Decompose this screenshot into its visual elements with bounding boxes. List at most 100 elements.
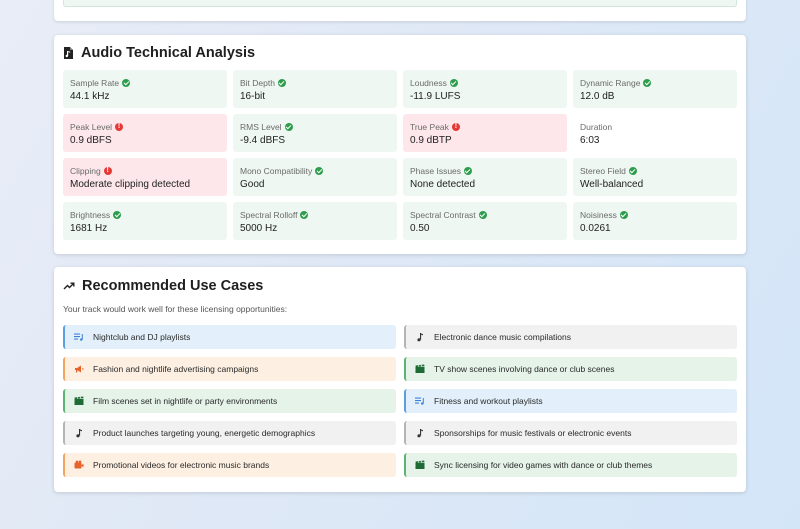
- clapperboard-icon: [415, 460, 425, 469]
- metric-value: 16-bit: [240, 91, 266, 102]
- check-circle-icon: [277, 78, 286, 87]
- metric-clipping: Clipping Moderate clipping detected: [63, 158, 227, 196]
- previous-section-card: [54, 0, 746, 21]
- use-case-item: Electronic dance music compilations: [404, 325, 737, 349]
- metric-value: -9.4 dBFS: [240, 135, 286, 146]
- metric-phase-issues: Phase Issues None detected: [403, 158, 567, 196]
- megaphone-icon: [75, 365, 84, 373]
- metric-peak-level: Peak Level 0.9 dBFS: [63, 114, 227, 152]
- metric-noisiness: Noisiness 0.0261: [573, 202, 737, 240]
- use-case-label: TV show scenes involving dance or club s…: [434, 364, 615, 374]
- metric-value: 0.9 dBFS: [70, 135, 112, 146]
- audio-analysis-title: Audio Technical Analysis: [63, 45, 255, 61]
- metric-value: 1681 Hz: [70, 223, 108, 234]
- metric-label: Bit Depth: [240, 77, 275, 88]
- music-note-icon: [417, 429, 423, 438]
- use-cases-title: Recommended Use Cases: [63, 278, 263, 294]
- video-icon: [74, 460, 84, 469]
- use-cases-title-text: Recommended Use Cases: [82, 278, 264, 294]
- check-circle-icon: [300, 210, 309, 219]
- metric-label: Stereo Field: [580, 165, 626, 176]
- use-case-label: Promotional videos for electronic music …: [93, 460, 270, 470]
- use-cases-subtitle: Your track would work well for these lic…: [63, 304, 288, 314]
- previous-section-panel: [63, 0, 737, 7]
- check-circle-icon: [464, 166, 473, 175]
- use-case-item: Nightclub and DJ playlists: [63, 325, 396, 349]
- metric-label: Mono Compatibility: [240, 165, 313, 176]
- metric-label: Clipping: [70, 165, 101, 176]
- clapperboard-icon: [74, 396, 84, 405]
- metric-value: 44.1 kHz: [70, 91, 110, 102]
- use-case-label: Sync licensing for video games with danc…: [434, 460, 653, 470]
- metric-label: RMS Level: [240, 121, 282, 132]
- error-circle-icon: [451, 122, 460, 132]
- error-circle-icon: [103, 166, 112, 176]
- metric-label: Duration: [580, 121, 613, 132]
- metric-value: Well-balanced: [580, 179, 644, 190]
- use-case-label: Product launches targeting young, energe…: [93, 428, 316, 438]
- playlist-icon: [415, 397, 424, 405]
- check-circle-icon: [478, 210, 487, 219]
- use-case-label: Film scenes set in nightlife or party en…: [93, 396, 278, 406]
- metric-stereo-field: Stereo Field Well-balanced: [573, 158, 737, 196]
- metric-brightness: Brightness 1681 Hz: [63, 202, 227, 240]
- metric-rms-level: RMS Level -9.4 dBFS: [233, 114, 397, 152]
- music-note-icon: [417, 333, 423, 342]
- metric-label: Noisiness: [580, 209, 617, 220]
- error-circle-icon: [115, 122, 124, 132]
- playlist-icon: [74, 333, 83, 341]
- use-case-label: Fashion and nightlife advertising campai…: [93, 364, 259, 374]
- metric-value: 0.9 dBTP: [410, 135, 452, 146]
- trending-up-icon: [63, 282, 75, 290]
- metric-value: Moderate clipping detected: [70, 179, 191, 190]
- metric-mono-compatibility: Mono Compatibility Good: [233, 158, 397, 196]
- use-case-item: Sync licensing for video games with danc…: [404, 453, 737, 477]
- use-case-item: Fitness and workout playlists: [404, 389, 737, 413]
- metric-label: Spectral Rolloff: [240, 209, 298, 220]
- check-circle-icon: [449, 78, 458, 87]
- check-circle-icon: [628, 166, 637, 175]
- use-case-item: Fashion and nightlife advertising campai…: [63, 357, 396, 381]
- metric-value: -11.9 LUFS: [410, 91, 461, 102]
- clapperboard-icon: [415, 364, 425, 373]
- recommended-use-cases-card: Recommended Use Cases Your track would w…: [54, 267, 746, 492]
- music-note-icon: [76, 429, 82, 438]
- use-case-item: Sponsorships for music festivals or elec…: [404, 421, 737, 445]
- use-case-item: TV show scenes involving dance or club s…: [404, 357, 737, 381]
- metric-true-peak: True Peak 0.9 dBTP: [403, 114, 567, 152]
- metric-label: Brightness: [70, 209, 111, 220]
- use-case-label: Sponsorships for music festivals or elec…: [434, 428, 632, 438]
- metric-label: Sample Rate: [70, 77, 120, 88]
- metric-value: None detected: [410, 179, 476, 190]
- check-circle-icon: [619, 210, 628, 219]
- use-case-label: Electronic dance music compilations: [434, 332, 572, 342]
- metric-value: 0.50: [410, 223, 430, 234]
- check-circle-icon: [643, 78, 652, 87]
- metric-spectral-rolloff: Spectral Rolloff 5000 Hz: [233, 202, 397, 240]
- metric-spectral-contrast: Spectral Contrast 0.50: [403, 202, 567, 240]
- use-case-label: Fitness and workout playlists: [434, 396, 543, 406]
- metric-label: True Peak: [410, 121, 449, 132]
- metric-label: Spectral Contrast: [410, 209, 476, 220]
- check-circle-icon: [122, 78, 131, 87]
- document-audio-icon: [64, 47, 73, 59]
- metric-value: 12.0 dB: [580, 91, 615, 102]
- metric-bit-depth: Bit Depth 16-bit: [233, 70, 397, 108]
- use-case-item: Film scenes set in nightlife or party en…: [63, 389, 396, 413]
- metric-value: 0.0261: [580, 223, 611, 234]
- metric-duration: Duration 6:03: [573, 114, 737, 152]
- metric-label: Phase Issues: [410, 165, 462, 176]
- check-circle-icon: [315, 166, 324, 175]
- check-circle-icon: [284, 122, 293, 131]
- metric-loudness: Loudness -11.9 LUFS: [403, 70, 567, 108]
- use-cases-list: Nightclub and DJ playlists Electronic da…: [63, 325, 737, 477]
- metric-dynamic-range: Dynamic Range 12.0 dB: [573, 70, 737, 108]
- metric-value: Good: [240, 179, 265, 190]
- metric-label: Dynamic Range: [580, 77, 641, 88]
- use-case-item: Product launches targeting young, energe…: [63, 421, 396, 445]
- use-case-label: Nightclub and DJ playlists: [93, 332, 191, 342]
- audio-analysis-title-text: Audio Technical Analysis: [81, 45, 256, 61]
- metric-value: 5000 Hz: [240, 223, 278, 234]
- metric-value: 6:03: [580, 135, 600, 146]
- metric-label: Loudness: [410, 77, 447, 88]
